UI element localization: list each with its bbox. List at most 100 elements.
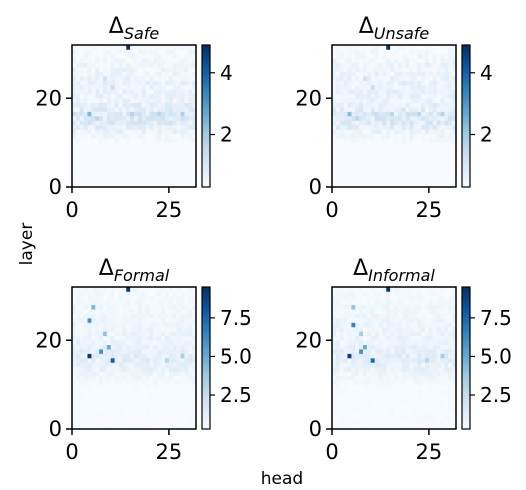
- heatmap-cell: [161, 76, 166, 81]
- colorbar-segment: [202, 172, 210, 176]
- heatmap-cell: [347, 300, 352, 306]
- heatmap-cell: [83, 335, 88, 341]
- heatmap-cell: [72, 397, 77, 403]
- heatmap-cell: [145, 353, 150, 359]
- colorbar-segment: [202, 317, 210, 321]
- heatmap-cell: [382, 138, 387, 143]
- heatmap-cell: [363, 371, 368, 377]
- heatmap-cell: [363, 129, 368, 135]
- heatmap-cell: [168, 326, 174, 332]
- heatmap-cell: [351, 80, 356, 86]
- heatmap-cell: [130, 358, 135, 363]
- heatmap-cell: [126, 309, 131, 314]
- heatmap-cell: [355, 93, 360, 99]
- heatmap-cell: [382, 366, 387, 372]
- heatmap-cell: [180, 116, 185, 121]
- heatmap-cell: [382, 111, 387, 117]
- heatmap-cell: [425, 406, 430, 412]
- heatmap-cell: [72, 393, 77, 399]
- heatmap-cell: [366, 420, 372, 425]
- heatmap-cell: [75, 322, 81, 328]
- heatmap-cell: [343, 411, 348, 416]
- heatmap-cell: [87, 155, 92, 161]
- heatmap-cell: [421, 291, 426, 297]
- colorbar-segment: [202, 412, 210, 416]
- heatmap-cell: [145, 326, 150, 332]
- heatmap-cell: [359, 45, 364, 50]
- heatmap-cell: [149, 84, 154, 90]
- heatmap-cell: [366, 344, 372, 350]
- heatmap-cell: [126, 116, 131, 121]
- heatmap-cell: [359, 49, 364, 55]
- heatmap-cell: [448, 138, 453, 143]
- heatmap-cell: [452, 155, 457, 161]
- heatmap-cell: [378, 151, 383, 157]
- heatmap-cell: [440, 67, 445, 72]
- heatmap-cell: [355, 380, 360, 385]
- heatmap-cell: [180, 89, 185, 95]
- heatmap-cell: [87, 53, 92, 59]
- heatmap-cell: [425, 397, 430, 403]
- heatmap-cell: [417, 151, 422, 157]
- heatmap-cell: [394, 155, 399, 161]
- heatmap-cell: [72, 389, 77, 394]
- heatmap-cell: [359, 107, 364, 112]
- heatmap-cell: [130, 380, 135, 385]
- heatmap-cell: [87, 397, 92, 403]
- heatmap-cell: [110, 124, 115, 130]
- heatmap-cell: [425, 295, 430, 301]
- heatmap-cell: [401, 415, 406, 421]
- heatmap-cell: [75, 309, 81, 314]
- heatmap-cell: [99, 133, 104, 139]
- colorbar-segment: [462, 365, 470, 368]
- heatmap-cell: [134, 362, 139, 368]
- heatmap-cell: [165, 67, 170, 72]
- heatmap-cell: [130, 366, 135, 372]
- heatmap-cell: [397, 102, 403, 108]
- heatmap-cell: [440, 45, 445, 50]
- heatmap-cell: [99, 120, 104, 126]
- heatmap-cell: [374, 402, 379, 408]
- heatmap-cell: [428, 424, 434, 430]
- heatmap-cell: [409, 98, 414, 103]
- heatmap-cell: [382, 375, 387, 381]
- heatmap-cell: [382, 124, 387, 130]
- heatmap-cell: [370, 291, 375, 297]
- heatmap-cell: [122, 107, 127, 112]
- heatmap-cell: [409, 107, 414, 112]
- heatmap-cell: [87, 164, 92, 170]
- heatmap-cell: [141, 89, 146, 95]
- heatmap-cell: [172, 371, 177, 377]
- heatmap-cell: [79, 300, 84, 306]
- heatmap-cell: [118, 309, 123, 314]
- heatmap-cell: [374, 344, 379, 350]
- heatmap-cell: [161, 84, 166, 90]
- heatmap-cell: [378, 331, 383, 337]
- heatmap-cell: [180, 129, 185, 135]
- heatmap-cell: [79, 406, 84, 412]
- heatmap-cell: [351, 340, 356, 345]
- heatmap-cell: [332, 151, 337, 157]
- heatmap-cell: [436, 173, 441, 179]
- heatmap-cell: [75, 89, 81, 95]
- heatmap-cell: [192, 371, 197, 377]
- heatmap-cell: [436, 53, 441, 59]
- heatmap-cell: [397, 182, 403, 188]
- heatmap-cell: [347, 313, 352, 319]
- heatmap-cell: [351, 318, 356, 323]
- colorbar-segment: [202, 331, 210, 335]
- heatmap-cell: [390, 71, 395, 77]
- heatmap-cell: [452, 295, 457, 301]
- heatmap-cell: [157, 142, 162, 148]
- heatmap-cell: [110, 155, 115, 161]
- heatmap-cell: [452, 371, 457, 377]
- heatmap-cell: [401, 138, 406, 143]
- heatmap-cell: [409, 362, 414, 368]
- heatmap-cell: [436, 349, 441, 354]
- heatmap-cell: [355, 89, 360, 95]
- heatmap-cell: [444, 182, 449, 188]
- heatmap-cell: [397, 384, 403, 390]
- heatmap-cell: [95, 420, 100, 425]
- heatmap-cell: [370, 67, 375, 72]
